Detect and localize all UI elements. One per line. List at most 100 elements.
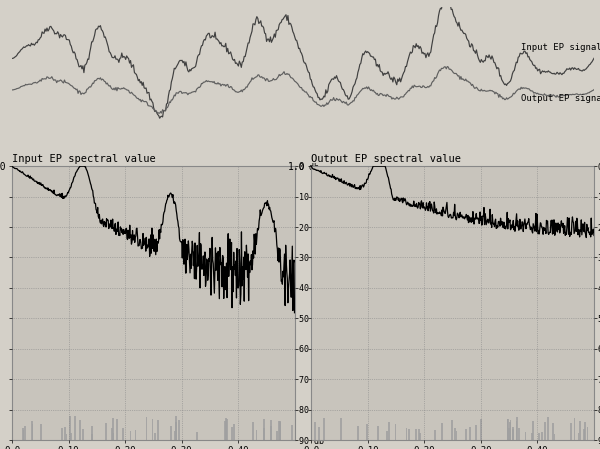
Bar — [232, 427, 233, 440]
Bar — [154, 433, 156, 440]
Bar — [314, 422, 316, 440]
Bar — [547, 417, 549, 440]
Bar — [152, 419, 154, 440]
Bar — [279, 421, 281, 440]
Bar — [277, 431, 278, 440]
Bar — [23, 430, 25, 440]
Bar — [538, 433, 540, 440]
Bar — [74, 416, 76, 440]
Bar — [451, 420, 452, 440]
Bar — [79, 420, 81, 440]
Bar — [291, 425, 293, 440]
Bar — [196, 431, 198, 440]
Bar — [541, 432, 543, 440]
Bar — [134, 430, 136, 440]
Bar — [146, 418, 148, 440]
Bar — [82, 429, 84, 440]
Bar — [357, 426, 359, 440]
Bar — [280, 422, 281, 440]
Bar — [70, 416, 71, 440]
Bar — [61, 428, 63, 440]
Bar — [418, 429, 420, 440]
Text: Input EP signal: Input EP signal — [521, 43, 600, 52]
Bar — [525, 431, 526, 440]
Bar — [465, 429, 467, 440]
Bar — [175, 416, 177, 440]
Bar — [512, 429, 514, 440]
Bar — [518, 428, 520, 440]
Bar — [395, 424, 397, 440]
Bar — [116, 418, 118, 440]
Bar — [456, 431, 457, 440]
Bar — [509, 422, 511, 440]
Bar — [366, 424, 368, 440]
Bar — [506, 419, 508, 440]
Bar — [509, 420, 511, 440]
Text: Input EP spectral value: Input EP spectral value — [12, 154, 156, 164]
Bar — [122, 428, 124, 440]
Bar — [516, 421, 517, 440]
Bar — [434, 430, 436, 440]
Bar — [278, 421, 280, 440]
Bar — [578, 433, 580, 440]
Bar — [64, 427, 66, 440]
Bar — [583, 429, 585, 440]
Bar — [574, 418, 575, 440]
Bar — [377, 426, 379, 440]
Bar — [475, 425, 477, 440]
Bar — [225, 418, 227, 440]
Bar — [105, 423, 107, 440]
Bar — [263, 419, 265, 440]
Bar — [419, 433, 421, 440]
Bar — [40, 424, 42, 440]
Text: Output EP signal: Output EP signal — [521, 94, 600, 103]
Bar — [454, 428, 456, 440]
Bar — [32, 424, 34, 440]
Bar — [91, 434, 93, 440]
Bar — [31, 421, 33, 440]
Bar — [386, 431, 388, 440]
Bar — [469, 427, 471, 440]
Bar — [253, 422, 254, 440]
Bar — [554, 434, 556, 440]
Bar — [226, 419, 227, 440]
Bar — [388, 422, 390, 440]
Bar — [22, 428, 23, 440]
Bar — [170, 426, 172, 440]
Bar — [531, 433, 533, 440]
Bar — [175, 422, 176, 440]
Bar — [579, 421, 581, 440]
Bar — [415, 429, 417, 440]
Bar — [65, 434, 67, 440]
Bar — [441, 423, 443, 440]
Bar — [508, 419, 509, 440]
Bar — [571, 423, 572, 440]
Bar — [584, 423, 586, 440]
Bar — [323, 418, 325, 440]
Bar — [270, 420, 272, 440]
Bar — [113, 433, 115, 440]
Bar — [174, 431, 176, 440]
Bar — [91, 426, 93, 440]
Bar — [508, 428, 510, 440]
Bar — [233, 424, 235, 440]
Bar — [406, 428, 407, 440]
Bar — [112, 418, 114, 440]
Text: Output EP spectral value: Output EP spectral value — [311, 154, 461, 164]
Bar — [512, 427, 514, 440]
Bar — [517, 418, 518, 440]
Bar — [409, 429, 410, 440]
Bar — [70, 432, 71, 440]
Bar — [263, 428, 265, 440]
Bar — [587, 427, 588, 440]
Bar — [157, 420, 159, 440]
Bar — [318, 427, 320, 440]
Bar — [532, 422, 534, 440]
Bar — [256, 430, 257, 440]
Bar — [25, 427, 26, 440]
Bar — [544, 422, 546, 440]
Bar — [552, 423, 554, 440]
Bar — [130, 431, 131, 440]
Bar — [481, 419, 482, 440]
Bar — [270, 427, 272, 440]
